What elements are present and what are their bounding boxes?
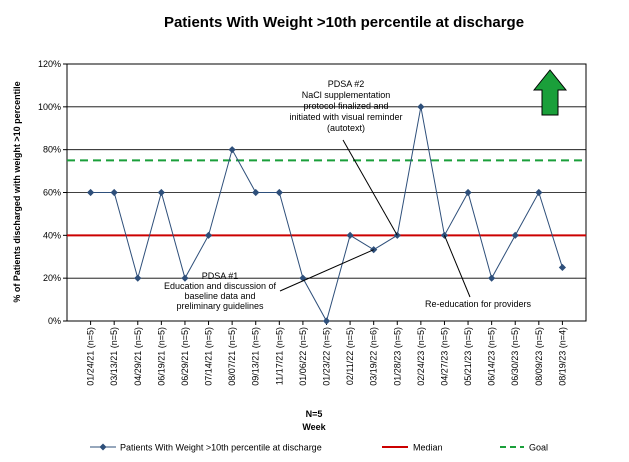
x-tick-label: 06/30/23 (n=5)	[510, 327, 520, 386]
y-tick-label: 120%	[38, 59, 61, 69]
annotation-text: NaCl supplementation	[302, 90, 391, 100]
x-tick-label: 06/29/21 (n=5)	[180, 327, 190, 386]
annotation-text: PDSA #2	[328, 79, 365, 89]
annotation-leader-line	[443, 235, 471, 298]
annotation-leader-line	[342, 139, 398, 236]
x-tick-label: 06/14/23 (n=5)	[487, 327, 497, 386]
data-point	[346, 231, 354, 239]
x-tick-label: 05/21/23 (n=5)	[463, 327, 473, 386]
x-tick-label: 08/09/23 (n=5)	[534, 327, 544, 386]
y-axis-ticks: 0% 20% 40% 60% 80% 100% 120%	[38, 59, 67, 326]
x-tick-label: 04/29/21 (n=5)	[133, 327, 143, 386]
y-tick-label: 100%	[38, 102, 61, 112]
data-point	[252, 188, 260, 197]
data-point	[511, 231, 519, 239]
y-tick-label: 20%	[43, 273, 61, 283]
annotation-text: PDSA #1	[202, 271, 239, 281]
legend-median-label: Median	[413, 443, 443, 453]
x-tick-label: 07/14/21 (n=5)	[204, 327, 214, 386]
x-tick-label: 03/13/21 (n=5)	[109, 327, 119, 386]
data-point	[228, 146, 236, 154]
x-tick-label: 11/17/21 (n=5)	[274, 327, 284, 385]
annotation-text: baseline data and	[184, 291, 255, 301]
data-point	[157, 188, 165, 197]
legend-series-label: Patients With Weight >10th percentile at…	[120, 443, 322, 453]
x-axis-ticks: 01/24/21 (n=5) 03/13/21 (n=5) 04/29/21 (n=…	[86, 321, 567, 386]
data-point	[204, 231, 213, 239]
annotation-leader-line	[279, 249, 374, 292]
y-axis-title: % of Patients discharged with weight >10…	[12, 81, 22, 302]
legend-goal-label: Goal	[529, 443, 548, 453]
annotation-text: (autotext)	[327, 123, 365, 133]
x-tick-label: 02/11/22 (n=5)	[345, 327, 355, 385]
data-point	[464, 188, 472, 197]
data-point	[417, 103, 425, 111]
annotation-text: preliminary guidelines	[176, 301, 264, 311]
data-point	[110, 188, 118, 197]
x-tick-label: 01/06/22 (n=5)	[298, 327, 308, 386]
x-tick-label: 01/23/22 (n=5)	[322, 327, 332, 386]
x-axis-title-line2: Week	[302, 422, 326, 432]
data-point	[535, 188, 543, 197]
annotation-text: Education and discussion of	[164, 281, 277, 291]
x-tick-label: 02/24/23 (n=5)	[416, 327, 426, 386]
series-points	[86, 103, 567, 325]
x-tick-label: 06/19/21 (n=5)	[156, 327, 166, 386]
x-tick-label: 04/27/23 (n=5)	[439, 327, 449, 386]
data-point	[181, 274, 189, 282]
data-point	[322, 317, 331, 325]
x-tick-label: 01/24/21 (n=5)	[86, 327, 96, 386]
data-point	[488, 274, 496, 282]
x-tick-label: 03/19/22 (n=6)	[369, 327, 379, 386]
y-tick-label: 0%	[48, 316, 61, 326]
x-tick-label: 01/28/23 (n=5)	[392, 327, 402, 386]
data-point	[134, 274, 142, 282]
annotation-text: initiated with visual reminder	[289, 112, 402, 122]
data-point	[558, 263, 567, 272]
data-point	[275, 188, 283, 197]
x-tick-label: 09/13/21 (n=5)	[251, 327, 261, 386]
legend-series-marker	[99, 443, 107, 451]
x-tick-label: 08/19/23 (n=4)	[557, 327, 567, 386]
legend: Patients With Weight >10th percentile at…	[90, 443, 548, 453]
data-point	[393, 231, 401, 239]
x-axis-title-line1: N=5	[306, 409, 323, 419]
annotation-text: Re-education for providers	[425, 299, 532, 309]
y-tick-label: 60%	[43, 188, 61, 198]
y-tick-label: 40%	[43, 230, 61, 240]
series-line	[90, 106, 563, 323]
x-tick-label: 08/07/21 (n=5)	[227, 327, 237, 386]
up-arrow-icon	[532, 69, 568, 116]
y-tick-label: 80%	[43, 145, 61, 155]
data-point	[299, 274, 307, 282]
annotation-text: protocol finalized and	[303, 101, 388, 111]
chart-title: Patients With Weight >10th percentile at…	[164, 14, 524, 31]
data-point	[86, 188, 95, 197]
